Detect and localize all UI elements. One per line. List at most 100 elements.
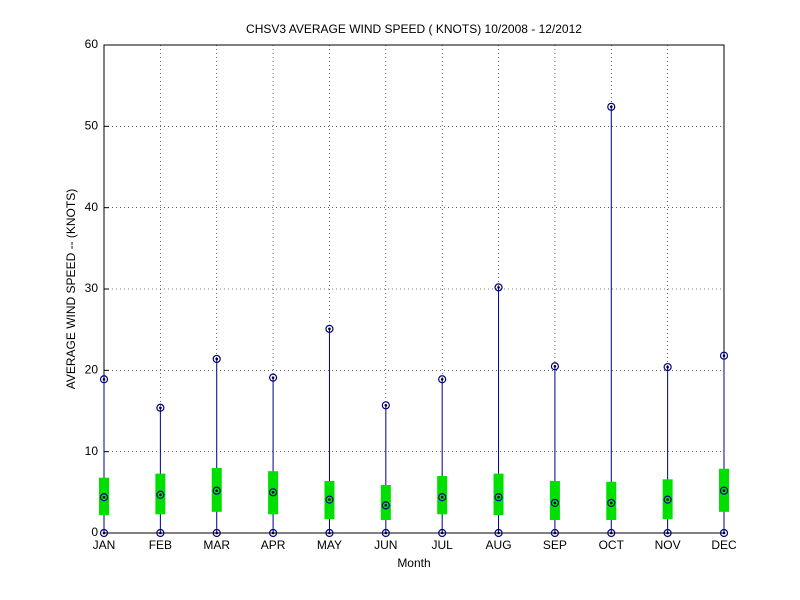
max-marker (325, 324, 334, 333)
min-marker (381, 528, 390, 538)
mean-dot (722, 489, 726, 493)
mean-dot (553, 501, 557, 505)
box (606, 481, 617, 520)
mean-dot (215, 489, 219, 493)
x-tick-label: FEB (149, 538, 172, 552)
mean-marker (325, 495, 334, 504)
y-tick-label: 10 (85, 444, 99, 458)
max-dot (215, 357, 219, 361)
min-dot (102, 531, 106, 535)
mean-dot (271, 491, 275, 494)
x-tick-label: DEC (711, 538, 737, 552)
min-dot (215, 531, 219, 535)
max-marker (156, 403, 165, 412)
mean-dot (328, 498, 331, 501)
max-marker (550, 362, 560, 371)
max-marker (663, 362, 672, 372)
max-dot (666, 365, 669, 369)
min-marker (550, 528, 560, 538)
x-tick-label: MAY (317, 538, 342, 552)
min-dot (271, 531, 275, 535)
max-marker (212, 354, 221, 364)
mean-marker (719, 486, 729, 495)
min-dot (609, 531, 613, 535)
max-marker (268, 373, 278, 382)
chart-title: CHSV3 AVERAGE WIND SPEED ( KNOTS) 10/200… (246, 22, 582, 36)
x-tick-label: NOV (655, 538, 681, 552)
mean-dot (440, 495, 444, 499)
max-dot (722, 354, 726, 357)
box (549, 480, 560, 520)
max-dot (328, 327, 331, 331)
y-tick-label: 30 (85, 281, 99, 295)
mean-dot (666, 498, 669, 501)
min-dot (666, 531, 669, 535)
x-tick-label: AUG (486, 538, 512, 552)
y-tick-label: 0 (91, 525, 98, 539)
mean-dot (497, 495, 500, 499)
min-marker (268, 528, 278, 538)
min-dot (159, 531, 162, 535)
mean-dot (102, 495, 106, 499)
x-tick-label: OCT (599, 538, 625, 552)
max-dot (384, 404, 388, 407)
box (380, 485, 391, 520)
min-marker (494, 528, 503, 538)
mean-marker (99, 493, 109, 502)
max-dot (553, 364, 557, 368)
mean-marker (550, 498, 560, 508)
mean-dot (384, 504, 388, 507)
min-marker (325, 528, 334, 538)
mean-marker (381, 501, 390, 510)
min-dot (553, 531, 557, 535)
min-dot (722, 531, 726, 535)
y-tick-label: 40 (85, 200, 99, 214)
max-dot (440, 377, 444, 381)
min-dot (384, 531, 388, 535)
max-marker (438, 375, 447, 384)
max-marker (719, 351, 729, 360)
box (493, 473, 504, 516)
mean-marker (212, 486, 221, 495)
min-dot (440, 531, 444, 535)
x-tick-label: APR (261, 538, 286, 552)
box (437, 476, 448, 515)
x-tick-label: JAN (93, 538, 116, 552)
max-marker (99, 375, 109, 384)
max-dot (497, 286, 500, 289)
min-marker (156, 528, 165, 538)
mean-marker (494, 493, 503, 502)
min-marker (663, 528, 672, 538)
y-tick-label: 60 (85, 37, 99, 51)
x-tick-label: MAR (203, 538, 230, 552)
max-marker (494, 283, 503, 292)
min-marker (607, 528, 616, 538)
min-marker (99, 528, 109, 538)
mean-dot (159, 493, 162, 497)
max-dot (159, 406, 162, 410)
min-marker (212, 528, 221, 538)
mean-marker (156, 490, 165, 499)
min-dot (497, 531, 500, 535)
min-dot (328, 531, 331, 535)
mean-marker (607, 498, 616, 508)
min-marker (719, 528, 729, 538)
max-dot (609, 105, 613, 109)
x-tick-label: SEP (543, 538, 567, 552)
mean-dot (609, 501, 613, 505)
max-dot (102, 377, 106, 381)
max-marker (607, 102, 616, 111)
x-tick-label: JUN (374, 538, 397, 552)
min-marker (438, 528, 447, 538)
max-marker (381, 401, 390, 410)
mean-marker (268, 488, 278, 497)
x-tick-label: JUL (432, 538, 454, 552)
mean-marker (663, 495, 672, 504)
x-axis-label: Month (397, 556, 430, 570)
y-tick-label: 50 (85, 119, 99, 133)
mean-marker (438, 493, 447, 502)
plot-frame (103, 44, 725, 534)
